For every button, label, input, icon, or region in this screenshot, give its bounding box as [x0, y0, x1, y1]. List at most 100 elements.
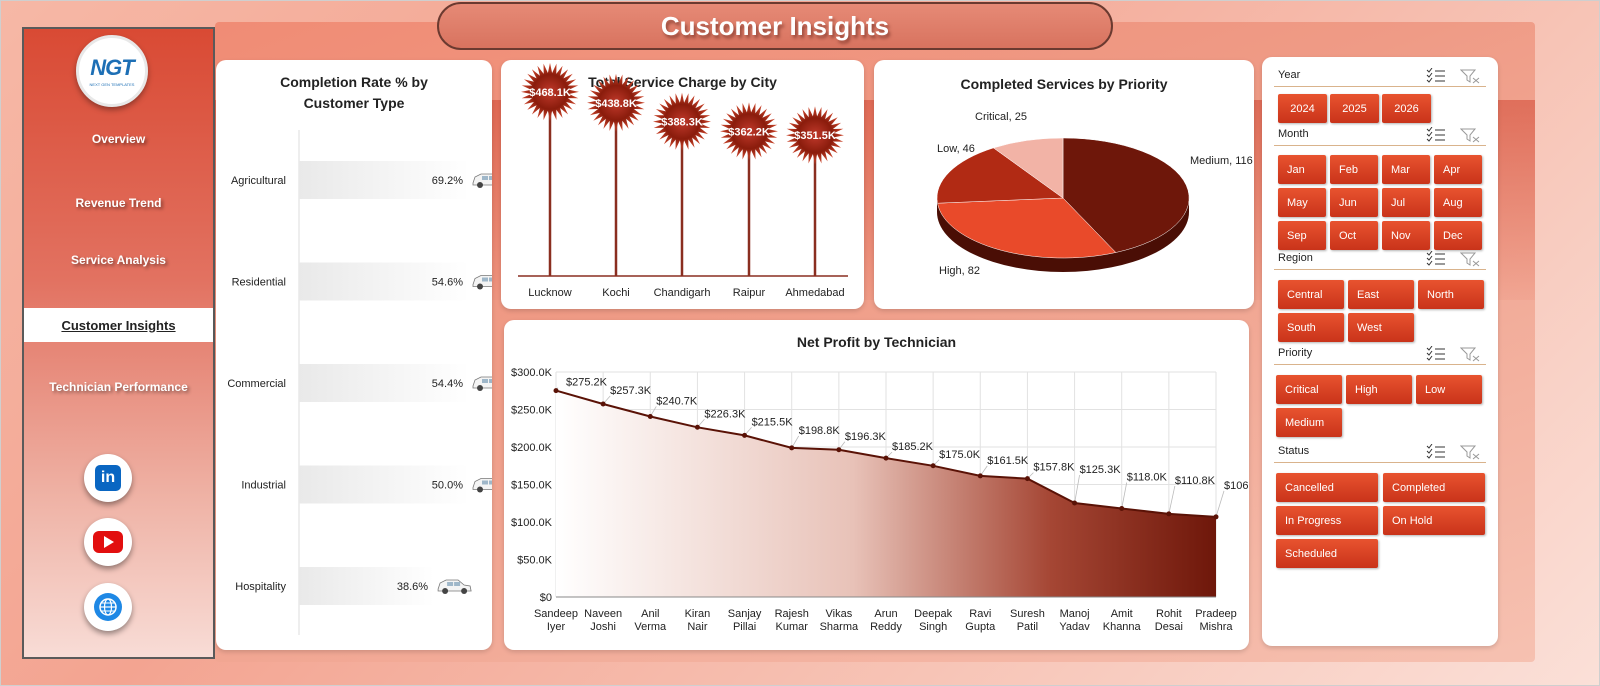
slicer-priority-critical-button[interactable]: Critical: [1276, 375, 1342, 404]
multi-select-icon[interactable]: [1426, 127, 1446, 143]
profit-point-arun-reddy[interactable]: [883, 455, 889, 461]
slicer-month-apr-button[interactable]: Apr: [1434, 155, 1482, 184]
slicer-month-nov-button[interactable]: Nov: [1382, 221, 1430, 250]
linkedin-button[interactable]: in: [84, 454, 132, 502]
slicer-region-east-button[interactable]: East: [1348, 280, 1414, 309]
slicer-region-north-button[interactable]: North: [1418, 280, 1484, 309]
profit-category-label: Mishra: [1199, 621, 1233, 633]
slicer-status-completed-button[interactable]: Completed: [1383, 473, 1485, 502]
multi-select-icon[interactable]: [1426, 251, 1446, 267]
completion-bar-industrial[interactable]: [299, 465, 469, 504]
slicer-status-cancelled-button[interactable]: Cancelled: [1276, 473, 1378, 502]
nav-technician-performance[interactable]: Technician Performance: [49, 380, 188, 394]
profit-point-kiran-nair[interactable]: [694, 424, 700, 430]
profit-category-label: Patil: [1017, 621, 1038, 633]
logo[interactable]: NGT NEXT GEN TEMPLATES: [76, 35, 148, 107]
profit-category-label: Yadav: [1059, 621, 1090, 633]
youtube-button[interactable]: [84, 518, 132, 566]
slicer-region-south-button[interactable]: South: [1278, 313, 1344, 342]
pie-slice-medium[interactable]: [1062, 137, 1190, 253]
pie-slice-critical[interactable]: [992, 137, 1064, 199]
website-button[interactable]: [84, 583, 132, 631]
clear-filter-icon[interactable]: [1460, 127, 1480, 143]
profit-point-anil-verma[interactable]: [647, 413, 653, 419]
multi-select-icon[interactable]: [1426, 68, 1446, 84]
profit-point-rajesh-kumar[interactable]: [789, 445, 795, 451]
multi-select-icon[interactable]: [1426, 346, 1446, 362]
pie-data-label: Critical, 25: [975, 111, 1027, 123]
slicer-month-oct-button[interactable]: Oct: [1330, 221, 1378, 250]
service-charge-point-ahmedabad[interactable]: [786, 106, 844, 165]
slicer-priority-medium-button[interactable]: Medium: [1276, 408, 1342, 437]
slicer-month-jul-button[interactable]: Jul: [1382, 188, 1430, 217]
service-charge-point-raipur[interactable]: [720, 102, 778, 161]
slicer-priority-low-button[interactable]: Low: [1416, 375, 1482, 404]
completion-bar-hospitality[interactable]: [299, 567, 435, 605]
pie-slice-high[interactable]: [937, 197, 1117, 259]
clear-filter-icon[interactable]: [1460, 346, 1480, 362]
profit-data-label: $110.8K: [1175, 475, 1216, 487]
profit-data-label: $157.8K: [1033, 462, 1075, 474]
priority-pie-chart: Medium, 116 High, 82 Low, 46 Critical, 25: [936, 111, 1253, 277]
completion-bar-commercial[interactable]: [299, 364, 469, 402]
slicer-year-2026-button[interactable]: 2026: [1382, 94, 1431, 123]
service-charge-point-chandigarh[interactable]: [653, 92, 711, 151]
slicer-month-may-button[interactable]: May: [1278, 188, 1326, 217]
nav-service-analysis[interactable]: Service Analysis: [71, 253, 166, 267]
pie-slice-low[interactable]: [936, 147, 1064, 204]
service-charge-data-label: $362.2K: [728, 126, 770, 138]
slicer-month-dec-button[interactable]: Dec: [1434, 221, 1482, 250]
service-charge-point-lucknow[interactable]: [521, 62, 579, 121]
profit-data-label: $175.0K: [939, 449, 981, 461]
slicer-month-sep-button[interactable]: Sep: [1278, 221, 1326, 250]
slicer-status-on-hold-button[interactable]: On Hold: [1383, 506, 1485, 535]
clear-filter-icon[interactable]: [1460, 444, 1480, 460]
slicer-year-2025-button[interactable]: 2025: [1330, 94, 1379, 123]
profit-point-vikas-sharma[interactable]: [836, 447, 842, 453]
profit-point-deepak-singh[interactable]: [930, 463, 936, 469]
profit-point-manoj-yadav[interactable]: [1072, 500, 1078, 506]
profit-point-rohit-desai[interactable]: [1166, 511, 1172, 517]
completion-category-label: Residential: [232, 277, 286, 289]
clear-filter-icon[interactable]: [1460, 68, 1480, 84]
profit-data-label: $198.8K: [799, 425, 841, 437]
profit-category-label: Vikas: [826, 608, 853, 620]
profit-category-label: Sharma: [820, 621, 859, 633]
slicer-priority-high-button[interactable]: High: [1346, 375, 1412, 404]
profit-point-naveen-joshi[interactable]: [600, 401, 606, 407]
nav-customer-insights[interactable]: Customer Insights: [24, 308, 213, 342]
profit-point-sandeep-iyer[interactable]: [553, 388, 559, 394]
slicer-status-scheduled-button[interactable]: Scheduled: [1276, 539, 1378, 568]
slicer-month-feb-button[interactable]: Feb: [1330, 155, 1378, 184]
service-charge-card: Total Service Charge by City $468.1K Luck…: [501, 60, 864, 309]
completion-bar-agricultural[interactable]: [299, 161, 469, 199]
profit-point-sanjay-pillai[interactable]: [742, 432, 748, 438]
slicer-month-mar-button[interactable]: Mar: [1382, 155, 1430, 184]
slicer-label: Priority: [1278, 347, 1313, 359]
slicer-status-in-progress-button[interactable]: In Progress: [1276, 506, 1378, 535]
profit-category-label: Pillai: [733, 621, 756, 633]
slicer-region-west-button[interactable]: West: [1348, 313, 1414, 342]
nav-revenue-trend[interactable]: Revenue Trend: [75, 196, 162, 210]
profit-y-tick: $100.0K: [511, 517, 553, 529]
slicer-month-jan-button[interactable]: Jan: [1278, 155, 1326, 184]
nav-overview[interactable]: Overview: [91, 132, 146, 146]
net-profit-card: Net Profit by Technician $0 $50.0K $100.0K…: [504, 320, 1249, 650]
slicer-region-central-button[interactable]: Central: [1278, 280, 1344, 309]
priority-chart-title: Completed Services by Priority: [960, 76, 1168, 92]
slicer-month-aug-button[interactable]: Aug: [1434, 188, 1482, 217]
profit-point-ravi-gupta[interactable]: [977, 473, 983, 479]
profit-point-amit-khanna[interactable]: [1119, 506, 1125, 511]
profit-data-label: $215.5K: [752, 416, 794, 428]
service-charge-chart-title: Total Service Charge by City: [588, 74, 777, 90]
slicer-month-jun-button[interactable]: Jun: [1330, 188, 1378, 217]
profit-data-label: $118.0K: [1127, 472, 1168, 484]
service-charge-point-kochi[interactable]: [587, 73, 645, 132]
profit-point-suresh-patil[interactable]: [1024, 476, 1030, 482]
profit-category-label: Reddy: [870, 621, 902, 633]
slicer-year-2024-button[interactable]: 2024: [1278, 94, 1327, 123]
multi-select-icon[interactable]: [1426, 444, 1446, 460]
completion-bar-residential[interactable]: [299, 262, 469, 301]
clear-filter-icon[interactable]: [1460, 251, 1480, 267]
profit-point-pradeep-mishra[interactable]: [1213, 514, 1219, 520]
